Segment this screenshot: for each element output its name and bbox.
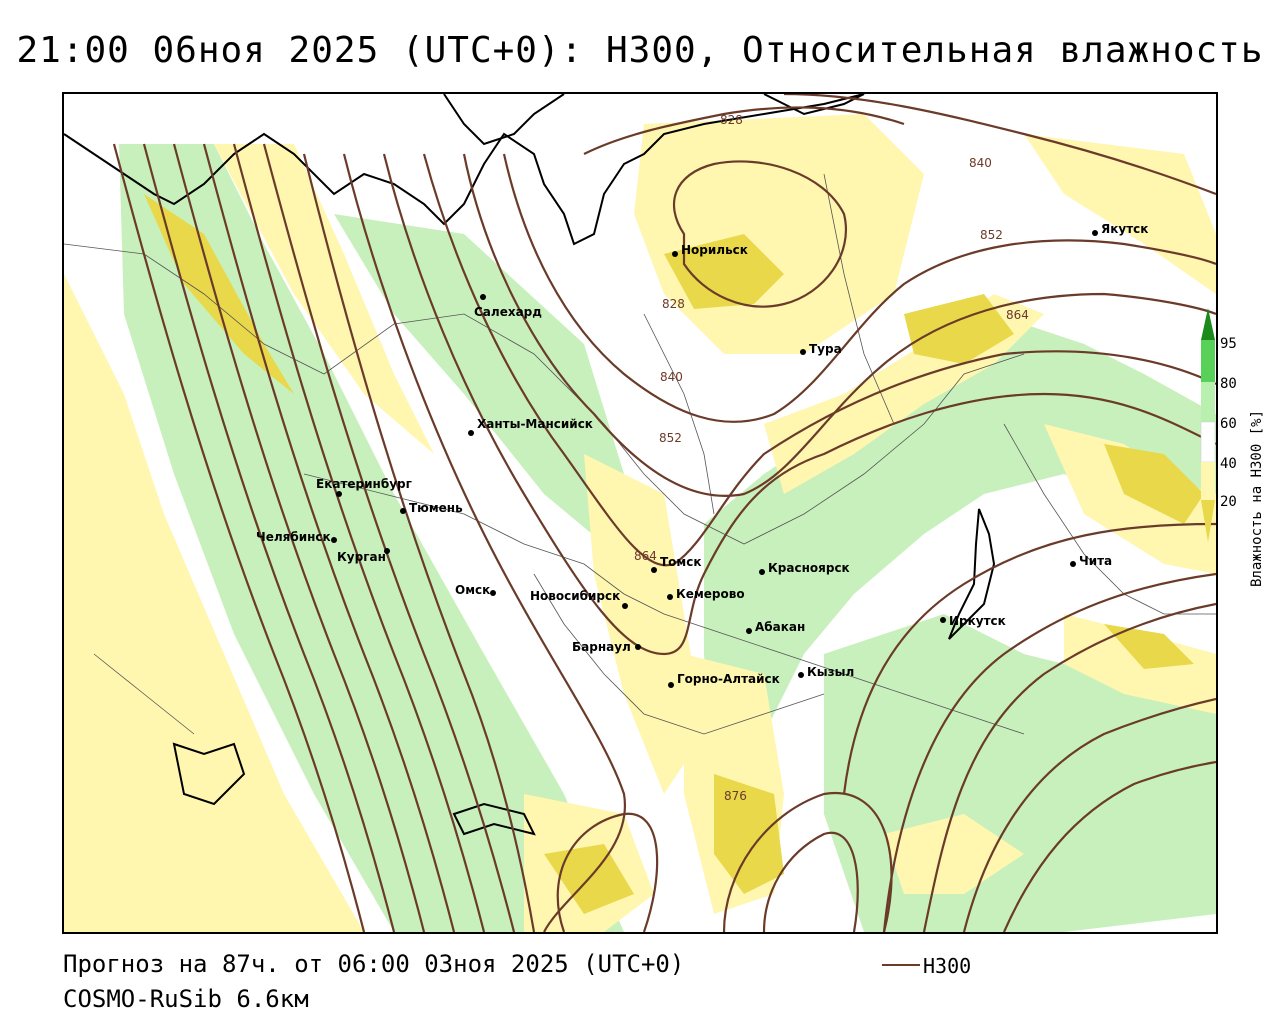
city-label: Красноярск: [768, 561, 850, 575]
city-dot: [384, 548, 390, 554]
city-markers: Норильск Салехард Тура Якутск Ханты-Манс…: [256, 222, 1148, 688]
isoline-label: 864: [634, 549, 657, 563]
city-dot: [622, 603, 628, 609]
h300-isolines: [112, 94, 1216, 932]
isoline-label: 876: [724, 789, 747, 803]
map-canvas: 828 840 852 864 828 840 852 864 876 Нори…: [64, 94, 1216, 932]
map-title: 21:00 06ноя 2025 (UTC+0): H300, Относите…: [16, 30, 1264, 71]
city-dot: [1092, 230, 1098, 236]
colorbar-top-arrow: [1201, 308, 1215, 340]
colorbar-tick: 95: [1220, 336, 1237, 352]
colorbar-tick: 80: [1220, 376, 1237, 392]
city-dot: [798, 672, 804, 678]
city-dot: [800, 349, 806, 355]
city-dot: [400, 508, 406, 514]
isoline-label: 828: [720, 113, 743, 127]
map-panel[interactable]: 828 840 852 864 828 840 852 864 876 Нори…: [62, 92, 1218, 934]
city-label: Иркутск: [949, 614, 1006, 628]
city-dot: [1070, 561, 1076, 567]
colorbar-bottom-arrow: [1201, 500, 1215, 542]
city-label: Омск: [455, 583, 490, 597]
city-dot: [651, 567, 657, 573]
city-dot: [667, 594, 673, 600]
city-label: Норильск: [681, 243, 748, 257]
city-dot: [746, 628, 752, 634]
city-dot: [940, 617, 946, 623]
legend-line-swatch: [882, 964, 920, 966]
city-label: Томск: [660, 555, 702, 569]
city-dot: [490, 590, 496, 596]
city-label: Салехард: [474, 305, 542, 319]
city-label: Тюмень: [409, 501, 463, 515]
city-dot: [480, 294, 486, 300]
model-name: COSMO-RuSib 6.6км: [63, 985, 309, 1013]
city-label: Кемерово: [676, 587, 745, 601]
city-dot: [336, 491, 342, 497]
colorbar-title: Влажность на H300 [%]: [1249, 410, 1265, 587]
isoline-label: 852: [980, 228, 1003, 242]
colorbar-title-text: Влажность на H300 [%]: [1249, 410, 1265, 587]
city-label: Челябинск: [256, 530, 331, 544]
colorbar-tick: 40: [1220, 456, 1237, 472]
city-label: Кызыл: [807, 665, 854, 679]
colorbar-tick: 20: [1220, 494, 1237, 510]
colorbar-tick: 60: [1220, 416, 1237, 432]
city-label: Новосибирск: [530, 589, 620, 603]
city-label: Курган: [337, 550, 386, 564]
city-label: Барнаул: [572, 640, 631, 654]
city-label: Тура: [809, 342, 842, 356]
isoline-label: 840: [660, 370, 683, 384]
isoline-label: 852: [659, 431, 682, 445]
isoline-label: 828: [662, 297, 685, 311]
isoline-label: 864: [1006, 308, 1029, 322]
humidity-field: [64, 114, 1216, 932]
city-dot: [672, 251, 678, 257]
city-dot: [759, 569, 765, 575]
city-label: Чита: [1079, 554, 1112, 568]
coastline: [64, 94, 996, 836]
city-dot: [331, 537, 337, 543]
city-label: Ханты-Мансийск: [477, 417, 593, 431]
forecast-info: Прогноз на 87ч. от 06:00 03ноя 2025 (UTC…: [63, 950, 685, 978]
city-dot: [635, 644, 641, 650]
isoline-label: 840: [969, 156, 992, 170]
city-label: Екатеринбург: [316, 477, 412, 491]
city-dot: [668, 682, 674, 688]
isoline-labels: 828 840 852 864 828 840 852 864 876: [634, 113, 1029, 803]
city-label: Горно-Алтайск: [677, 672, 780, 686]
colorbar: [1200, 308, 1216, 542]
city-label: Абакан: [755, 620, 805, 634]
city-dot: [468, 430, 474, 436]
city-label: Якутск: [1101, 222, 1148, 236]
legend-label: H300: [923, 954, 972, 978]
